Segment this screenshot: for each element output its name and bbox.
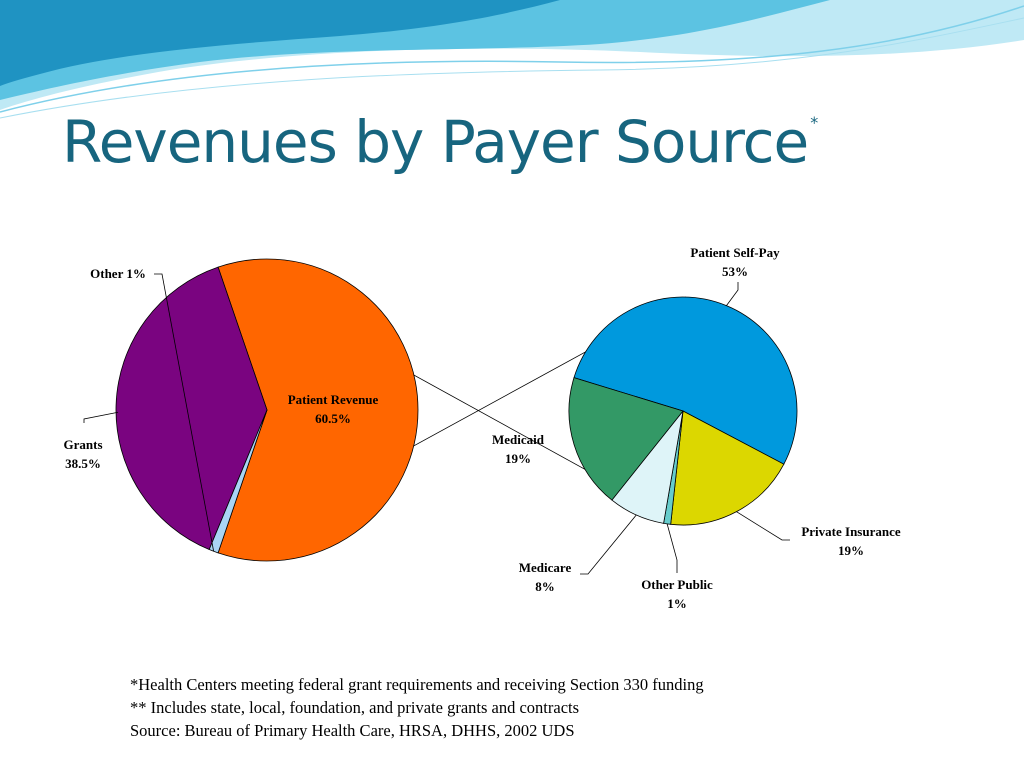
pie-slice-patient-self-pay [573,296,798,465]
data-label-medicaid: Medicaid 19% [492,432,545,466]
footnote-line: Source: Bureau of Primary Health Care, H… [130,721,575,740]
wave-decoration [0,0,1024,119]
pie-slice-other [208,409,268,554]
data-label-other: Other 1% [90,266,146,281]
leader-line-patient-self-pay [726,282,739,306]
pie-slice-private-insurance [670,410,785,526]
slide-title: Revenues by Payer Source * [62,108,818,176]
leader-line-other [154,273,215,552]
leader-line-grants [83,411,119,423]
leader-line-medicare [580,514,637,575]
footnote-line: *Health Centers meeting federal grant re… [130,675,704,694]
data-label-medicare: Medicare 8% [519,560,572,594]
pie-slice-medicaid [568,377,684,501]
pie-slice-grants [115,266,268,551]
data-label-other-public: Other Public 1% [641,577,713,611]
wave-line [0,5,1024,113]
pie-slice-patient-revenue [217,258,419,562]
slide-title-footnote-mark: * [810,113,818,132]
wave-line [0,17,1024,119]
leader-line-private-insurance [736,511,790,541]
leader-line-other-public [666,523,678,573]
footnotes: *Health Centers meeting federal grant re… [130,673,704,742]
data-label-private-insurance: Private Insurance 19% [801,524,901,558]
data-label-grants: Grants 38.5% [64,437,103,471]
slide-title-text: Revenues by Payer Source [62,108,809,176]
footnote-line: ** Includes state, local, foundation, an… [130,698,580,717]
data-label-patient-revenue: Patient Revenue 60.5% [288,392,379,426]
data-label-patient-self-pay: Patient Self-Pay 53% [690,245,780,279]
wave-band-dark [0,0,560,86]
